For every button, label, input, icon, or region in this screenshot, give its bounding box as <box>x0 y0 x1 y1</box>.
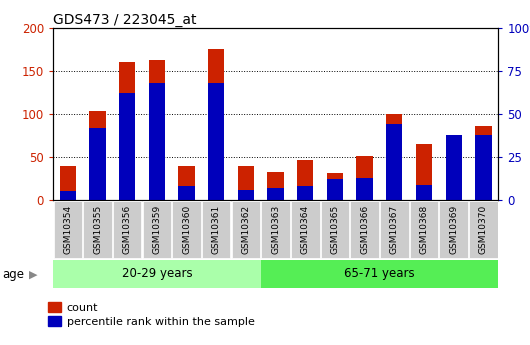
Bar <box>327 179 343 200</box>
Text: GSM10367: GSM10367 <box>390 205 399 254</box>
Bar <box>297 160 313 200</box>
Text: GSM10368: GSM10368 <box>420 205 428 254</box>
Bar <box>268 171 284 200</box>
Bar <box>208 83 224 200</box>
Bar <box>268 188 284 200</box>
Text: GSM10366: GSM10366 <box>360 205 369 254</box>
FancyBboxPatch shape <box>410 201 438 258</box>
Bar <box>261 260 498 288</box>
FancyBboxPatch shape <box>469 201 498 258</box>
FancyBboxPatch shape <box>54 201 82 258</box>
Bar <box>297 186 313 200</box>
Bar <box>446 135 462 200</box>
Text: GSM10356: GSM10356 <box>123 205 131 254</box>
FancyBboxPatch shape <box>261 201 290 258</box>
Text: GSM10355: GSM10355 <box>93 205 102 254</box>
Text: GSM10359: GSM10359 <box>153 205 161 254</box>
Text: GSM10360: GSM10360 <box>182 205 191 254</box>
Bar <box>90 111 105 200</box>
Text: ▶: ▶ <box>29 269 38 279</box>
Bar <box>327 172 343 200</box>
Text: GSM10354: GSM10354 <box>64 205 72 254</box>
FancyBboxPatch shape <box>321 201 349 258</box>
FancyBboxPatch shape <box>143 201 171 258</box>
Bar <box>149 60 165 200</box>
Text: GDS473 / 223045_at: GDS473 / 223045_at <box>53 12 197 27</box>
Bar <box>386 124 402 200</box>
Bar <box>90 128 105 200</box>
Text: age: age <box>3 268 25 281</box>
Bar <box>446 162 462 200</box>
Bar <box>60 191 76 200</box>
FancyBboxPatch shape <box>83 201 112 258</box>
Legend: count, percentile rank within the sample: count, percentile rank within the sample <box>48 302 255 327</box>
Bar <box>179 166 195 200</box>
FancyBboxPatch shape <box>202 201 231 258</box>
Text: GSM10364: GSM10364 <box>301 205 310 254</box>
Bar <box>60 166 76 200</box>
Bar <box>475 135 491 200</box>
Bar <box>238 166 254 200</box>
Bar <box>357 178 373 200</box>
Text: GSM10369: GSM10369 <box>449 205 458 254</box>
Bar <box>53 260 261 288</box>
FancyBboxPatch shape <box>232 201 260 258</box>
Text: GSM10363: GSM10363 <box>271 205 280 254</box>
Bar <box>119 62 135 200</box>
Text: 65-71 years: 65-71 years <box>344 267 415 280</box>
FancyBboxPatch shape <box>113 201 142 258</box>
Bar <box>179 186 195 200</box>
Text: 20-29 years: 20-29 years <box>121 267 192 280</box>
Bar <box>149 83 165 200</box>
Bar <box>416 144 432 200</box>
Bar <box>208 49 224 200</box>
FancyBboxPatch shape <box>439 201 468 258</box>
Text: GSM10361: GSM10361 <box>212 205 220 254</box>
Bar <box>416 185 432 200</box>
Bar <box>386 114 402 200</box>
FancyBboxPatch shape <box>380 201 409 258</box>
Text: GSM10370: GSM10370 <box>479 205 488 254</box>
Bar <box>238 190 254 200</box>
Bar <box>475 126 491 200</box>
Bar <box>357 156 373 200</box>
Bar <box>119 93 135 200</box>
Text: GSM10362: GSM10362 <box>242 205 250 254</box>
FancyBboxPatch shape <box>172 201 201 258</box>
FancyBboxPatch shape <box>291 201 320 258</box>
FancyBboxPatch shape <box>350 201 379 258</box>
Text: GSM10365: GSM10365 <box>331 205 339 254</box>
